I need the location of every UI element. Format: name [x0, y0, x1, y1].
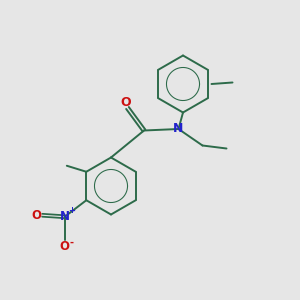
Text: O: O: [121, 96, 131, 109]
Text: +: +: [68, 206, 75, 215]
Text: N: N: [60, 210, 70, 223]
Text: N: N: [173, 122, 184, 136]
Text: -: -: [69, 238, 73, 248]
Text: O: O: [60, 240, 70, 253]
Text: O: O: [32, 209, 42, 222]
